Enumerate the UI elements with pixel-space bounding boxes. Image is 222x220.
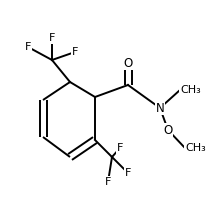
Text: CH₃: CH₃ [180, 85, 201, 95]
Text: F: F [117, 143, 123, 153]
Text: F: F [72, 47, 78, 57]
Text: F: F [105, 177, 111, 187]
Text: N: N [156, 101, 164, 114]
Text: O: O [163, 123, 173, 136]
Text: CH₃: CH₃ [185, 143, 206, 153]
Text: F: F [49, 33, 55, 43]
Text: O: O [123, 57, 133, 70]
Text: F: F [125, 168, 131, 178]
Text: F: F [25, 42, 31, 52]
